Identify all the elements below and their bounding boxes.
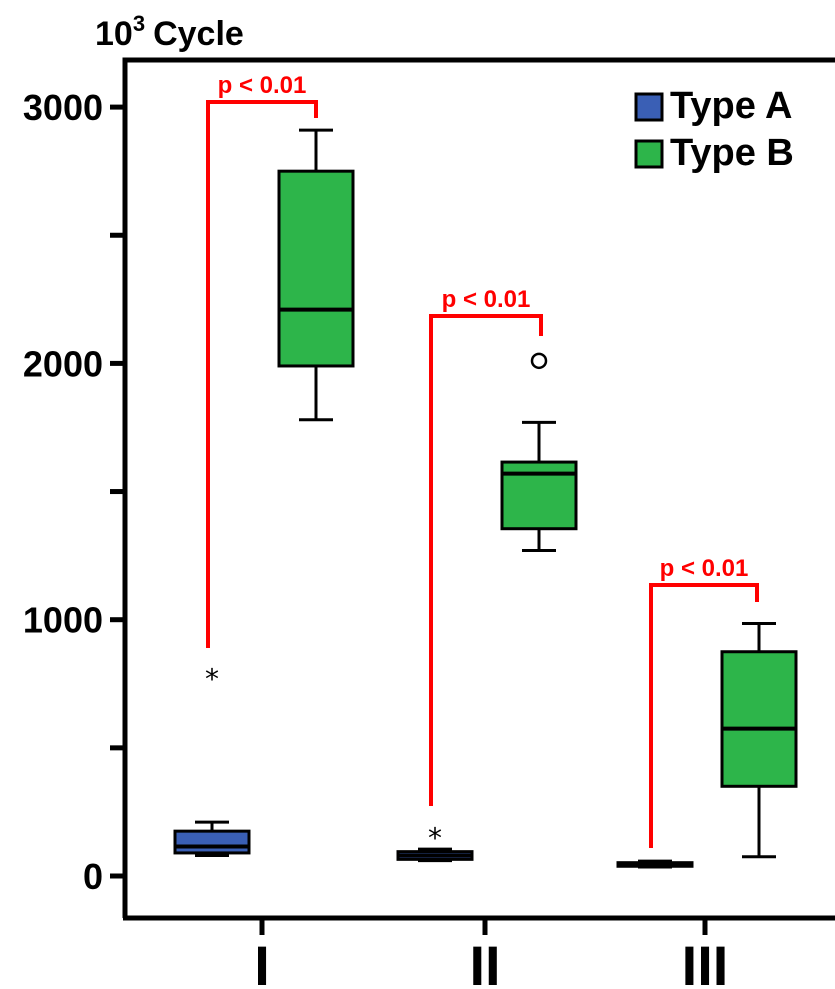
p-value-label: p < 0.01 [218,72,307,99]
significance-bracket: p < 0.01 [429,286,543,806]
legend: Type A Type B [634,85,794,174]
y-tick-label: 2000 [23,343,103,384]
p-value-label: p < 0.01 [442,286,531,313]
box-iqr [173,829,251,855]
legend-label: Type A [670,85,792,127]
y-axis-title-superscript: 3 [133,11,145,36]
plot-frame [122,57,835,921]
box-type-a: * [396,821,474,863]
x-category-label: III [682,934,729,989]
significance-bracket: p < 0.01 [206,72,318,648]
box-iqr [720,650,798,788]
y-axis-title: 103 Cycle [95,11,244,53]
extreme-point: * [428,821,442,854]
legend-item: Type B [634,132,794,174]
box-type-b [500,352,578,552]
y-axis-title-base: 10 [95,15,133,53]
box-iqr [277,169,355,368]
box-type-b [720,622,798,859]
x-category-label: I [254,934,270,989]
plot-border-top-left [122,57,835,918]
x-category-label: II [469,934,500,989]
y-tick-label: 1000 [23,600,103,641]
p-value-label: p < 0.01 [660,555,749,582]
legend-item: Type A [634,85,792,127]
legend-swatch [634,139,664,169]
bracket-line [429,314,543,806]
outlier-point [530,352,548,370]
legend-label: Type B [670,132,794,174]
box-type-b [277,128,355,422]
box-type-a [616,859,694,869]
significance-annotations: p < 0.01 p < 0.01 p < 0.01 [206,72,759,848]
box-series: ** [173,128,798,869]
y-tick-label: 0 [83,856,103,897]
y-axis: 0 1000 2000 3000 [23,87,125,897]
bracket-line [649,583,759,848]
y-axis-title-unit: Cycle [153,15,244,53]
x-axis: I II III [254,918,728,989]
y-tick-label: 3000 [23,87,103,128]
legend-swatch [634,92,664,122]
box-type-a: * [173,662,251,857]
extreme-point: * [205,662,219,695]
bracket-line [206,100,318,648]
significance-bracket: p < 0.01 [649,555,759,848]
